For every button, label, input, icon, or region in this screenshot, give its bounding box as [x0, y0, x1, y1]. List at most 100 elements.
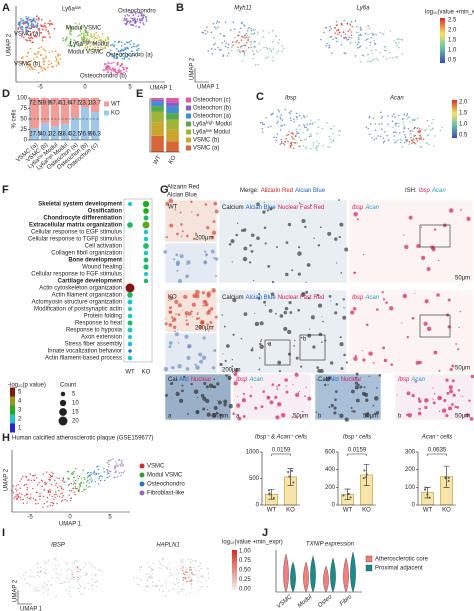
header-part: Merge:	[240, 188, 259, 194]
bar-segment	[70, 98, 80, 118]
umap-cell	[41, 585, 43, 587]
umap-cell	[44, 36, 47, 39]
legend-dot	[139, 472, 145, 478]
dot	[127, 355, 133, 361]
umap-cell	[73, 480, 75, 482]
scale-bar: 50μm	[455, 366, 470, 372]
umap-cell	[39, 590, 41, 592]
value-label: 38.4	[59, 132, 71, 138]
stain-spot	[350, 310, 355, 315]
stain-spot	[177, 279, 183, 284]
legend-label: WT	[111, 102, 121, 108]
stain-spot	[327, 231, 332, 236]
umap-cell	[289, 142, 292, 145]
umap-cell	[367, 25, 370, 27]
stain-spot	[324, 339, 327, 342]
umap-cell	[32, 474, 35, 477]
umap-cell	[71, 26, 73, 29]
umap-cell	[30, 36, 33, 39]
dot	[143, 236, 149, 242]
umap-cell	[138, 54, 140, 57]
umap-cell	[305, 126, 308, 128]
stain-spot	[208, 330, 210, 332]
umap-cell	[250, 41, 252, 43]
umap-cell	[70, 584, 72, 587]
stain-spot	[198, 317, 201, 320]
umap-cell	[340, 23, 343, 25]
umap-cell	[67, 577, 70, 579]
umap-cell	[37, 52, 39, 55]
umap-cell	[90, 481, 93, 483]
stain-spot	[366, 412, 370, 415]
umap-cell	[343, 52, 346, 54]
cluster-label: Osteochondro	[118, 9, 156, 15]
umap-cell	[107, 51, 110, 54]
dot	[128, 202, 132, 206]
umap-cell	[279, 118, 282, 120]
umap-cell	[29, 39, 32, 42]
stain-spot	[329, 361, 334, 365]
umap-cell	[33, 588, 35, 590]
umap-cell	[67, 27, 69, 30]
umap-cell	[114, 476, 116, 479]
umap-cell	[181, 559, 184, 561]
stain-spot	[257, 297, 261, 300]
umap-cell	[67, 484, 70, 487]
stain-spot	[418, 407, 421, 411]
term-label: Axon extension	[81, 335, 122, 341]
umap-cell	[90, 33, 92, 35]
legend-swatch	[104, 101, 109, 107]
umap-cell	[54, 564, 57, 567]
umap-cell	[31, 25, 34, 28]
stain-spot	[215, 274, 218, 277]
stain-spot	[183, 294, 188, 299]
stain-spot	[447, 298, 451, 302]
value-label: 76.9	[79, 132, 91, 138]
stain-spot	[416, 244, 421, 249]
stain-spot	[300, 365, 303, 368]
umap-cell	[83, 586, 85, 589]
umap-cell	[66, 470, 69, 473]
stain-spot	[445, 413, 449, 418]
replicate-dot	[365, 473, 368, 476]
umap-cell	[49, 489, 51, 491]
umap-cell	[126, 41, 129, 44]
stain-spot	[176, 379, 178, 381]
legend-swatch	[104, 110, 109, 116]
y-tick-label: 0	[24, 138, 28, 144]
umap-cell	[57, 53, 59, 56]
stain-spot	[330, 403, 334, 408]
legend-dot	[139, 463, 145, 469]
umap-cell	[114, 472, 116, 474]
umap-cell	[230, 49, 233, 52]
stain-spot	[165, 235, 168, 239]
umap-cell	[302, 123, 305, 126]
umap-cell	[289, 144, 292, 147]
stain-spot	[269, 396, 271, 398]
stain-spot	[321, 316, 323, 318]
umap-cell	[412, 118, 414, 121]
stain-spot	[420, 255, 426, 260]
umap-cell	[137, 15, 140, 18]
legend-label: VSMC	[147, 464, 165, 470]
stain-spot	[342, 298, 346, 301]
bar-segment	[90, 98, 100, 113]
umap-cell	[227, 46, 229, 49]
umap-cell	[111, 54, 114, 56]
umap-cell	[394, 131, 396, 133]
stain-spot	[376, 308, 379, 311]
umap-cell	[289, 145, 292, 148]
umap-cell	[292, 138, 294, 141]
umap-cell	[373, 42, 376, 45]
umap-cell	[27, 37, 30, 39]
umap-cell	[120, 52, 123, 55]
umap-cell	[292, 137, 294, 139]
umap-cell	[358, 34, 360, 36]
probe-part: Ibsp	[398, 377, 410, 383]
umap-cell	[88, 588, 90, 590]
stain-spot	[368, 375, 370, 377]
umap-cell	[42, 506, 44, 508]
umap-cell	[23, 578, 26, 580]
dot	[128, 307, 132, 311]
umap-cell	[377, 135, 379, 137]
